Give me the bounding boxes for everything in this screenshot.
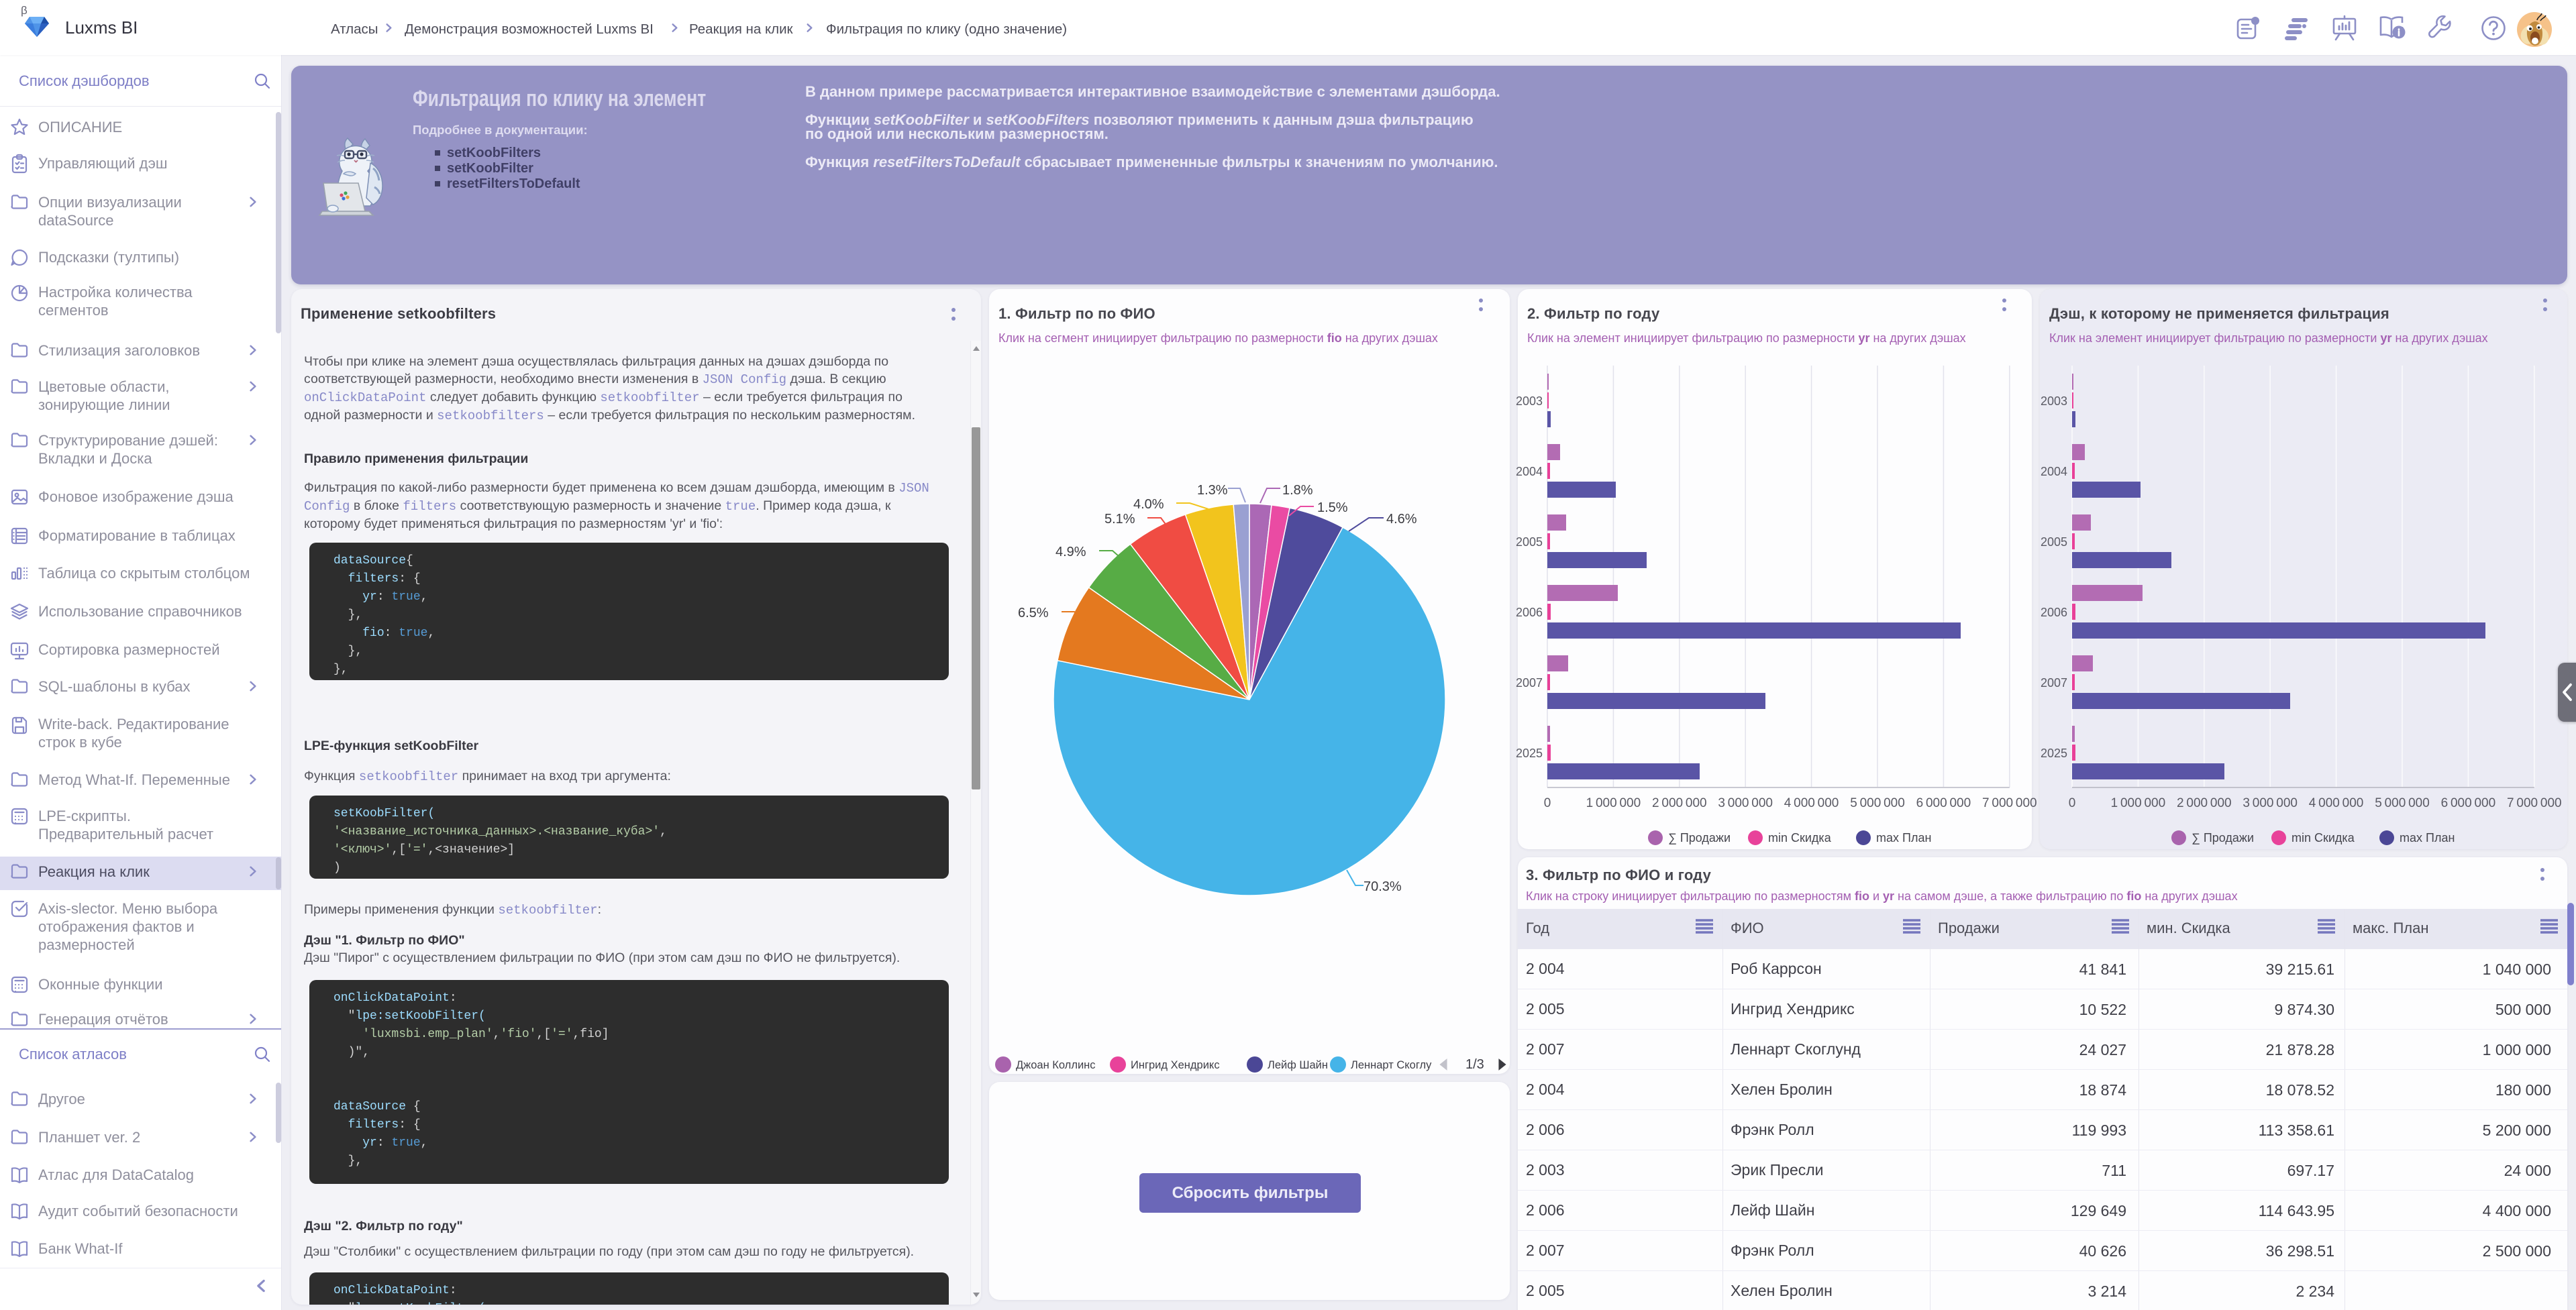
svg-text:2005: 2005 [2041, 535, 2067, 549]
svg-text:0: 0 [2069, 796, 2076, 810]
svg-text:2025: 2025 [1516, 747, 1543, 760]
svg-text:4 000 000: 4 000 000 [1784, 796, 1839, 810]
svg-text:6 000 000: 6 000 000 [2441, 796, 2496, 810]
svg-text:2007: 2007 [1516, 676, 1543, 690]
svg-text:2006: 2006 [1516, 606, 1543, 619]
svg-text:2004: 2004 [2041, 465, 2067, 478]
svg-text:5 000 000: 5 000 000 [2375, 796, 2430, 810]
svg-text:4 000 000: 4 000 000 [2309, 796, 2364, 810]
svg-text:1 000 000: 1 000 000 [1586, 796, 1641, 810]
svg-text:6 000 000: 6 000 000 [1916, 796, 1971, 810]
svg-text:2025: 2025 [2041, 747, 2067, 760]
svg-text:2003: 2003 [1516, 394, 1543, 408]
svg-text:2007: 2007 [2041, 676, 2067, 690]
svg-text:7 000 000: 7 000 000 [2507, 796, 2562, 810]
svg-text:5 000 000: 5 000 000 [1850, 796, 1905, 810]
svg-text:3 000 000: 3 000 000 [2243, 796, 2298, 810]
svg-text:2006: 2006 [2041, 606, 2067, 619]
svg-text:2003: 2003 [2041, 394, 2067, 408]
svg-text:7 000 000: 7 000 000 [1982, 796, 2037, 810]
svg-text:0: 0 [1544, 796, 1551, 810]
svg-text:1 000 000: 1 000 000 [2111, 796, 2166, 810]
svg-text:2 000 000: 2 000 000 [2177, 796, 2232, 810]
svg-text:3 000 000: 3 000 000 [1718, 796, 1773, 810]
svg-text:2 000 000: 2 000 000 [1652, 796, 1707, 810]
svg-text:2005: 2005 [1516, 535, 1543, 549]
svg-text:2004: 2004 [1516, 465, 1543, 478]
